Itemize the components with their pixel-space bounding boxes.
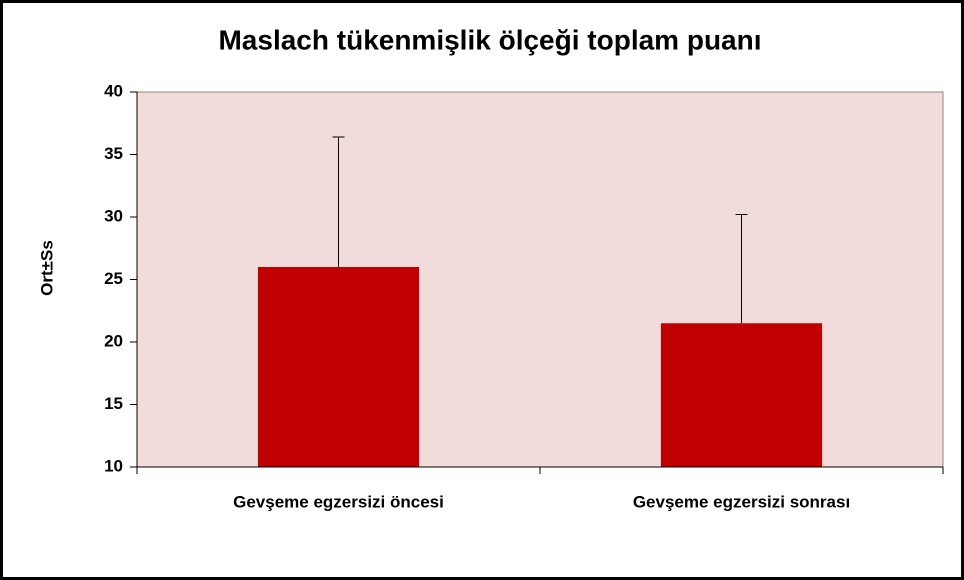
y-tick-label: 30 [104,206,123,225]
error-bar [332,136,345,267]
error-bar [735,214,748,324]
y-tick-label: 35 [104,144,123,163]
chart-title: Maslach tükenmişlik ölçeği toplam puanı [218,24,761,55]
y-tick-label: 10 [104,456,123,475]
y-axis-label: Ort±Ss [37,240,56,296]
y-tick-label: 20 [104,331,123,350]
bar [257,267,420,467]
bar [660,323,823,467]
y-tick-label: 25 [104,269,123,288]
y-tick-label: 40 [104,81,123,100]
x-tick-label: Gevşeme egzersizi öncesi [233,492,444,511]
x-tick-label: Gevşeme egzersizi sonrası [633,492,850,511]
y-tick-label: 15 [104,394,123,413]
